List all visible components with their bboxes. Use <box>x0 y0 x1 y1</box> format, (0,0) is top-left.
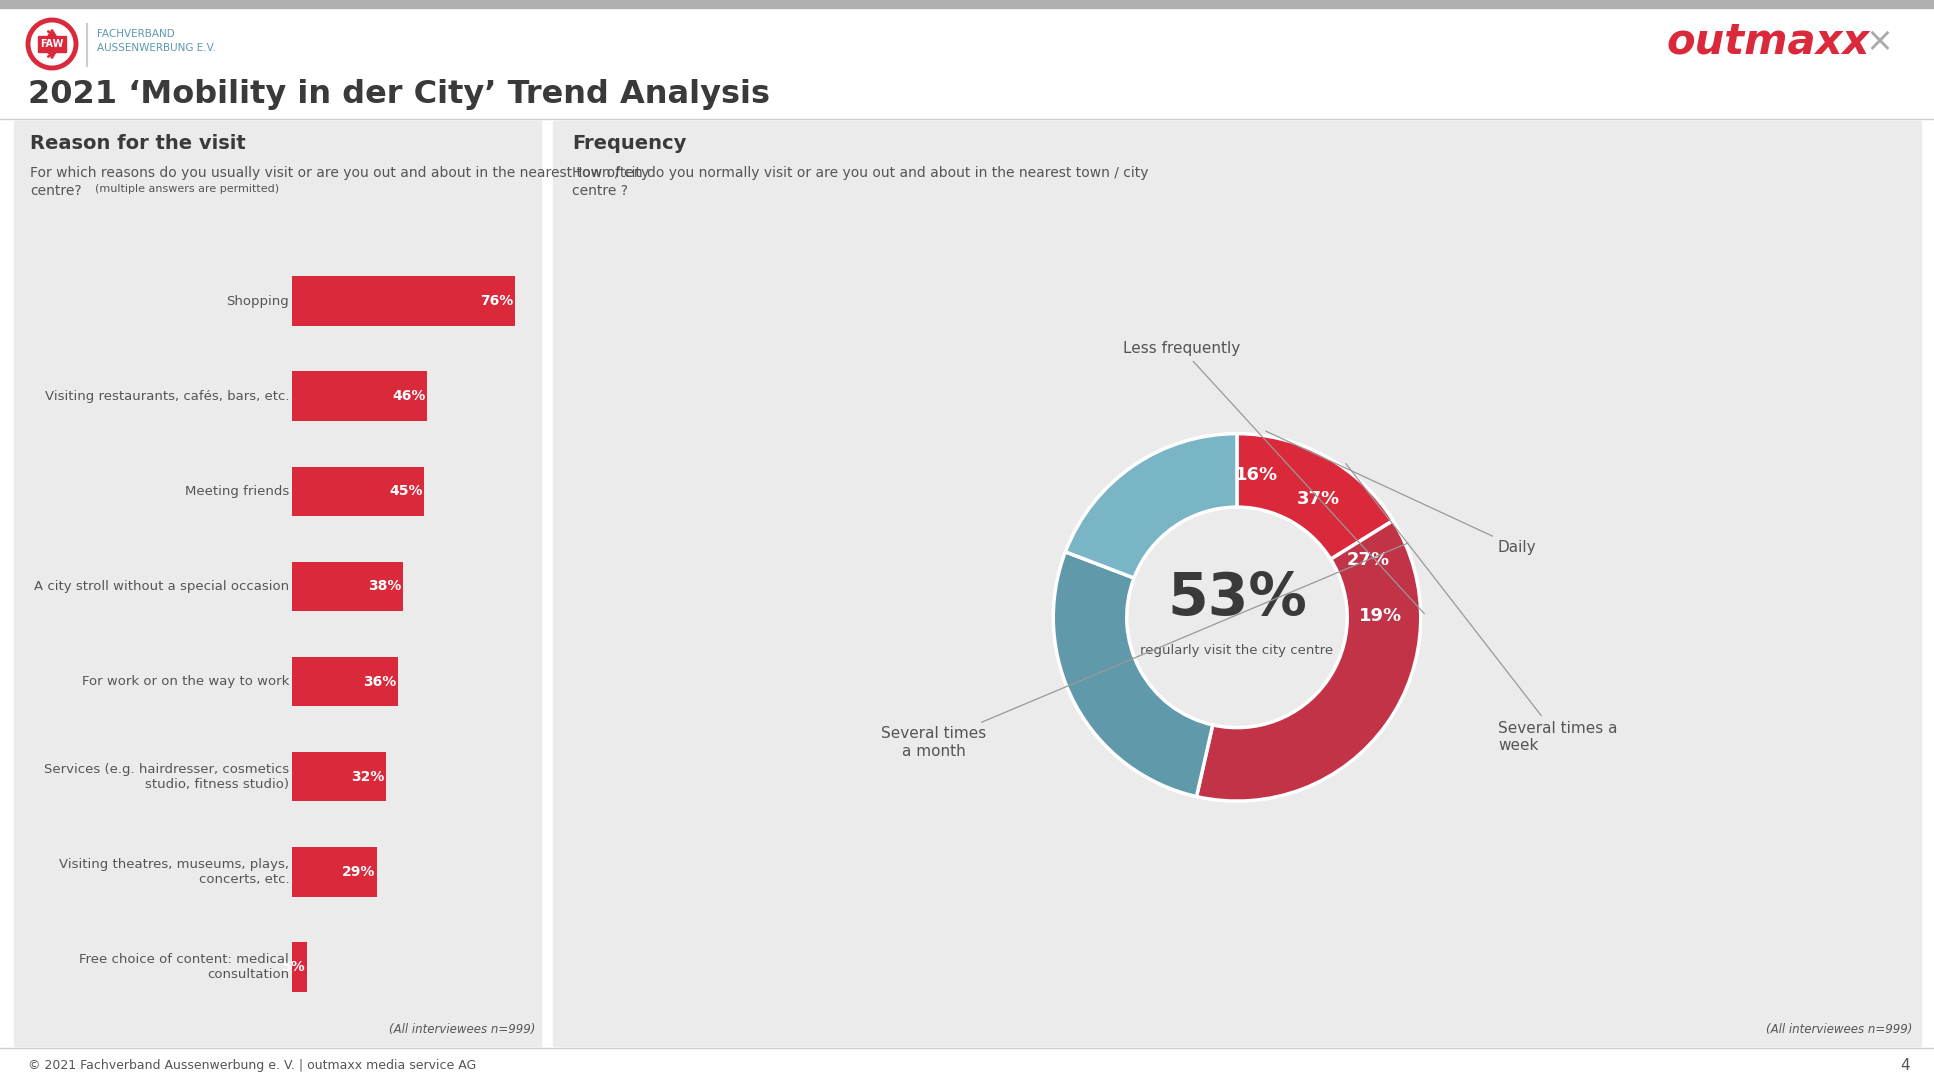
Text: Less frequently: Less frequently <box>1124 341 1423 614</box>
Text: 38%: 38% <box>369 580 402 593</box>
Text: Reason for the visit: Reason for the visit <box>31 134 246 153</box>
Text: AUSSENWERBUNG E.V.: AUSSENWERBUNG E.V. <box>97 43 217 53</box>
Text: (All interviewees n=999): (All interviewees n=999) <box>1766 1023 1913 1036</box>
Bar <box>553 121 1920 1046</box>
Text: 37%: 37% <box>1296 490 1340 508</box>
Text: centre ?: centre ? <box>572 184 629 198</box>
Bar <box>14 121 542 1046</box>
Text: (multiple answers are permitted): (multiple answers are permitted) <box>95 184 278 194</box>
Wedge shape <box>1238 434 1392 559</box>
Text: How often do you normally visit or are you out and about in the nearest town / c: How often do you normally visit or are y… <box>572 166 1149 180</box>
Text: Free choice of content: medical
consultation: Free choice of content: medical consulta… <box>79 953 290 981</box>
Text: FACHVERBAND: FACHVERBAND <box>97 29 174 39</box>
Wedge shape <box>1054 552 1213 797</box>
Text: For work or on the way to work: For work or on the way to work <box>81 675 290 688</box>
Text: 27%: 27% <box>1346 552 1391 569</box>
Text: 5%: 5% <box>282 960 306 973</box>
Text: 53%: 53% <box>1166 570 1307 628</box>
Text: 46%: 46% <box>393 389 425 403</box>
Text: Frequency: Frequency <box>572 134 687 153</box>
Bar <box>292 372 427 421</box>
Bar <box>292 752 385 801</box>
Text: 36%: 36% <box>364 674 396 688</box>
Text: (All interviewees n=999): (All interviewees n=999) <box>389 1023 536 1036</box>
Text: For which reasons do you usually visit or are you out and about in the nearest t: For which reasons do you usually visit o… <box>31 166 650 180</box>
Text: 32%: 32% <box>350 770 385 784</box>
Text: 19%: 19% <box>1360 607 1402 625</box>
Text: ×: × <box>1864 26 1893 59</box>
Text: centre?: centre? <box>31 184 81 198</box>
Bar <box>0 0 1934 8</box>
Text: Meeting friends: Meeting friends <box>186 485 290 498</box>
Bar <box>39 36 66 52</box>
Bar <box>292 942 308 992</box>
Text: 4: 4 <box>1901 1058 1911 1073</box>
Text: Visiting restaurants, cafés, bars, etc.: Visiting restaurants, cafés, bars, etc. <box>44 389 290 402</box>
Text: Services (e.g. hairdresser, cosmetics
studio, fitness studio): Services (e.g. hairdresser, cosmetics st… <box>44 763 290 790</box>
Text: outmaxx: outmaxx <box>1667 21 1870 63</box>
Wedge shape <box>1066 434 1238 578</box>
Text: FAW: FAW <box>41 39 64 49</box>
Text: 2021 ‘Mobility in der City’ Trend Analysis: 2021 ‘Mobility in der City’ Trend Analys… <box>27 78 770 109</box>
Text: regularly visit the city centre: regularly visit the city centre <box>1141 644 1334 657</box>
Text: A city stroll without a special occasion: A city stroll without a special occasion <box>35 580 290 593</box>
Text: © 2021 Fachverband Aussenwerbung e. V. | outmaxx media service AG: © 2021 Fachverband Aussenwerbung e. V. |… <box>27 1059 476 1072</box>
Text: Visiting theatres, museums, plays,
concerts, etc.: Visiting theatres, museums, plays, conce… <box>60 857 290 886</box>
Text: 29%: 29% <box>342 865 375 879</box>
Bar <box>292 847 377 896</box>
Bar <box>292 466 424 516</box>
Bar <box>292 657 398 707</box>
Text: 45%: 45% <box>389 485 422 499</box>
Text: Several times
a month: Several times a month <box>882 543 1408 759</box>
Text: Daily: Daily <box>1267 431 1536 555</box>
Bar <box>292 562 404 611</box>
Wedge shape <box>1197 520 1421 801</box>
Text: 16%: 16% <box>1236 466 1278 485</box>
Text: Several times a
week: Several times a week <box>1346 464 1617 753</box>
Text: Shopping: Shopping <box>226 295 290 308</box>
Bar <box>292 276 514 326</box>
Text: 76%: 76% <box>480 294 513 308</box>
